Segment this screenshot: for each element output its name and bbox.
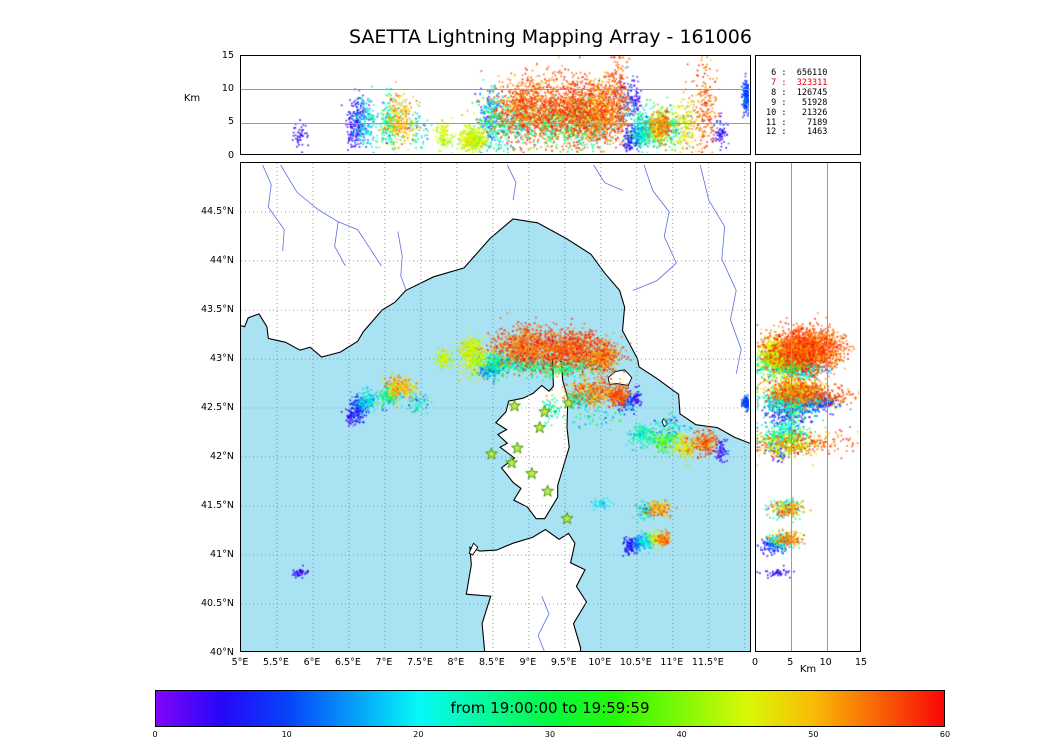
top-scatter-canvas [241, 56, 749, 153]
colorbar-tick-label: 40 [676, 730, 687, 739]
right-altitude-tick-label: 15 [854, 657, 868, 668]
lon-tick-label: 6.5°E [335, 657, 361, 668]
right-altitude-tick-label: 0 [751, 657, 759, 668]
lat-tick-label: 43°N [210, 352, 234, 364]
lat-tick-label: 44.5°N [200, 205, 234, 217]
colorbar-tick-label: 20 [413, 730, 424, 739]
altitude-gridline [241, 89, 750, 91]
lon-tick-label: 11°E [660, 657, 684, 668]
lat-tick-label: 40.5°N [200, 597, 234, 609]
top-altitude-tick-label: 0 [227, 149, 234, 161]
legend-row-level-9: 9 : 51928 [766, 97, 828, 108]
altitude-gridline [241, 122, 750, 124]
lon-tick-label: 8°E [447, 657, 465, 668]
lat-tick-label: 42.5°N [200, 401, 234, 413]
lon-tick-label: 5.5°E [263, 657, 289, 668]
lat-tick-label: 41.5°N [200, 499, 234, 511]
lon-tick-label: 6°E [303, 657, 321, 668]
lon-tick-label: 9.5°E [550, 657, 577, 668]
top-altitude-tick-label: 10 [221, 82, 234, 94]
lon-tick-label: 8.5°E [478, 657, 505, 668]
lat-tick-label: 40°N [210, 646, 234, 658]
right-altitude-tick-label: 10 [819, 657, 832, 668]
altitude-gridline [791, 163, 793, 651]
legend-row-level-6: 6 : 656110 [766, 68, 828, 78]
lon-tick-label: 5°E [231, 657, 249, 668]
colorbar-tick-label: 60 [939, 730, 951, 739]
top-panel-y-axis-label: Km [183, 93, 201, 104]
legend-row-level-7: 7 : 323311 [766, 77, 828, 88]
colorbar-tick-label: 10 [281, 730, 292, 739]
top-altitude-tick-label: 5 [227, 116, 234, 128]
legend-row-level-11: 11 : 7189 [766, 117, 828, 128]
lon-tick-label: 10.5°E [619, 657, 652, 668]
map-panel [240, 162, 751, 652]
altitude-vs-longitude-panel [240, 55, 751, 155]
colorbar-tick-label: 50 [808, 730, 819, 739]
lat-tick-label: 42°N [210, 450, 234, 462]
lat-tick-label: 43.5°N [200, 303, 234, 315]
lon-tick-label: 9°E [519, 657, 537, 668]
legend-rows: 6 : 656110 7 : 323311 8 : 126745 9 : 519… [756, 56, 860, 138]
legend-row-level-10: 10 : 21326 [766, 107, 828, 118]
time-colorbar: from 19:00:00 to 19:59:59 [155, 690, 945, 727]
colorbar-tick-label: 0 [152, 730, 158, 739]
altitude-vs-latitude-panel [755, 162, 861, 652]
lon-tick-label: 11.5°E [691, 657, 724, 668]
station-counts-legend: 6 : 656110 7 : 323311 8 : 126745 9 : 519… [755, 55, 861, 155]
right-panel-x-axis-label: Km [799, 664, 817, 675]
map-scatter-canvas [241, 163, 749, 650]
colorbar-tick-label: 30 [544, 730, 556, 739]
lon-tick-label: 7.5°E [406, 657, 433, 668]
lon-tick-label: 10°E [588, 657, 612, 668]
figure-title: SAETTA Lightning Mapping Array - 161006 [349, 26, 752, 48]
colorbar-label: from 19:00:00 to 19:59:59 [450, 699, 650, 717]
top-altitude-tick-label: 15 [221, 49, 234, 61]
lon-tick-label: 7°E [375, 657, 393, 668]
lat-tick-label: 44°N [210, 254, 234, 266]
legend-row-level-8: 8 : 126745 [766, 87, 828, 98]
right-scatter-canvas [756, 163, 859, 650]
lat-tick-label: 41°N [210, 548, 234, 560]
altitude-gridline [826, 163, 828, 651]
right-altitude-tick-label: 5 [787, 657, 794, 668]
legend-row-level-12: 12 : 1463 [766, 127, 828, 138]
